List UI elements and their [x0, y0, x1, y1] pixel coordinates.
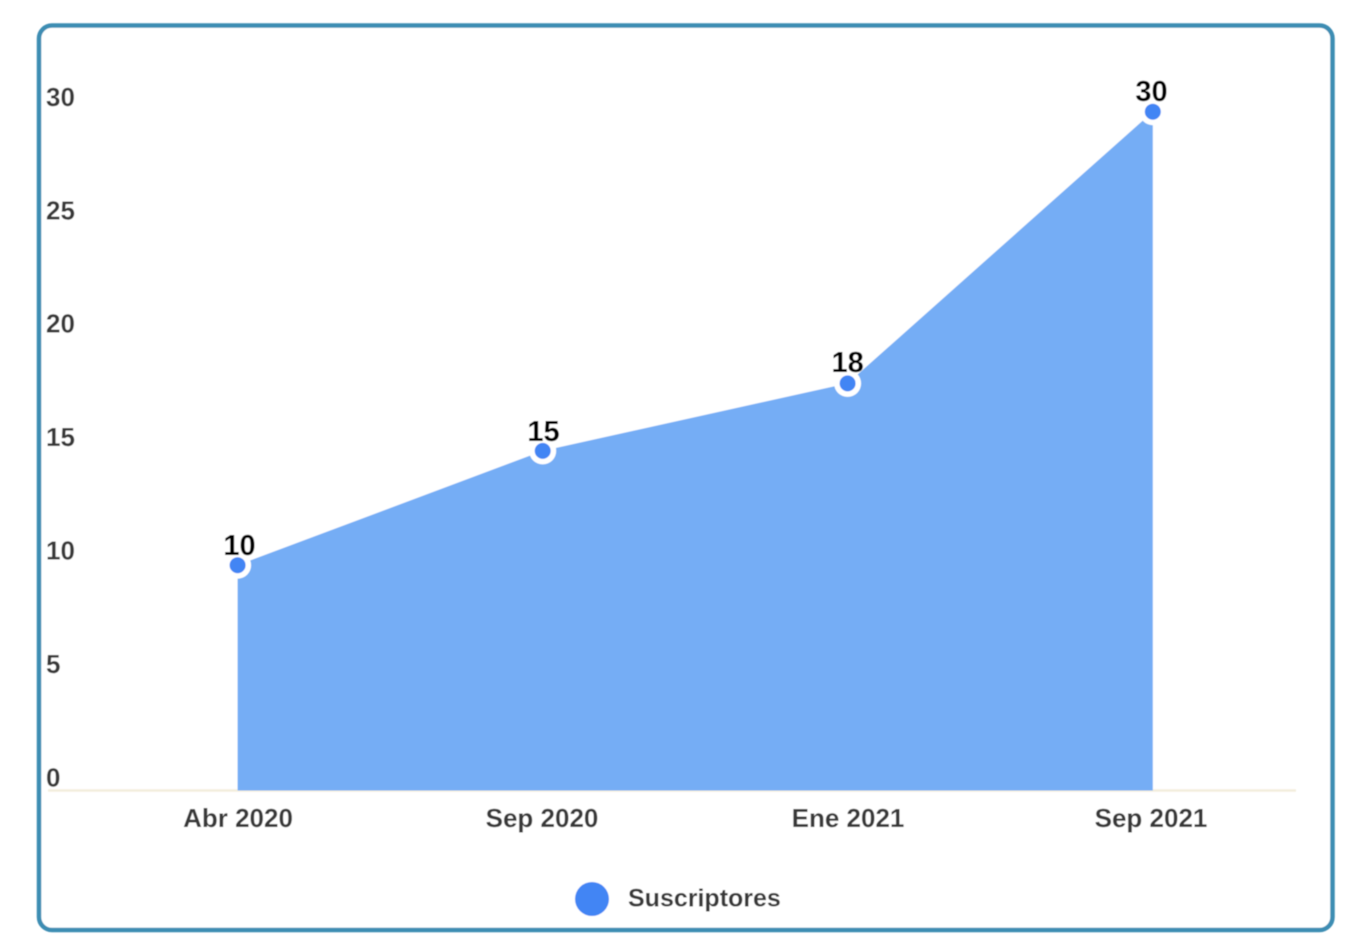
svg-text:30: 30	[1135, 76, 1167, 108]
svg-text:Sep 2020: Sep 2020	[486, 803, 599, 833]
svg-text:15: 15	[527, 416, 559, 448]
svg-text:18: 18	[831, 347, 863, 379]
svg-text:25: 25	[46, 195, 75, 225]
svg-text:30: 30	[46, 82, 75, 112]
svg-text:5: 5	[46, 649, 60, 679]
svg-text:10: 10	[223, 530, 255, 562]
svg-text:Sep 2021: Sep 2021	[1095, 803, 1208, 833]
svg-text:Suscriptores: Suscriptores	[628, 885, 781, 913]
svg-text:Abr 2020: Abr 2020	[183, 803, 293, 833]
svg-text:20: 20	[46, 309, 75, 339]
svg-text:Ene 2021: Ene 2021	[792, 803, 905, 833]
svg-text:10: 10	[46, 536, 75, 566]
svg-text:15: 15	[46, 422, 75, 452]
svg-text:0: 0	[46, 762, 60, 792]
